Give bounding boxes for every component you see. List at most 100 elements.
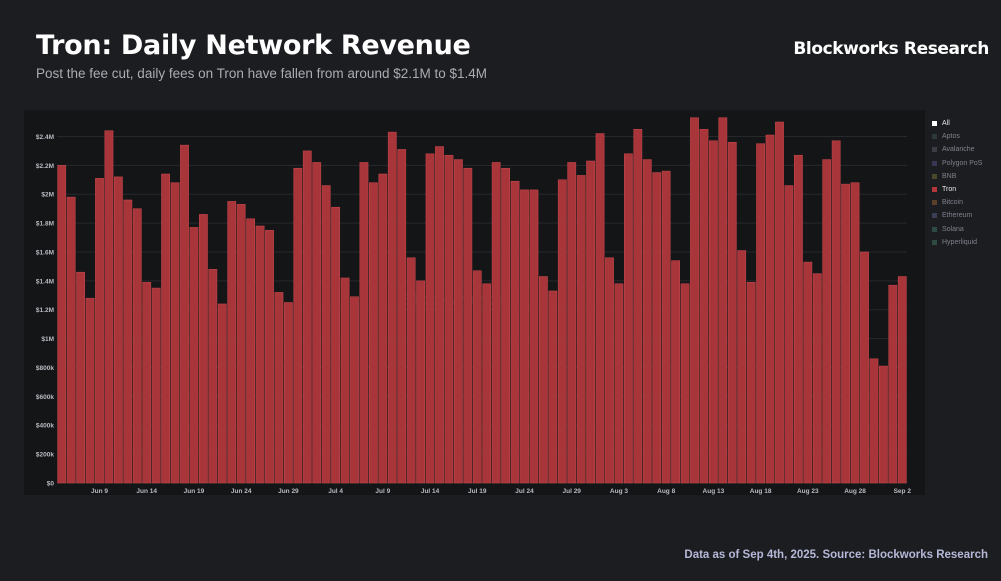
- legend-item-avalanche[interactable]: Avalanche: [932, 143, 998, 156]
- y-tick-label: $1.4M: [36, 278, 54, 285]
- bar-aug-14: [718, 117, 728, 484]
- chart-legend: All Aptos Avalanche Polygon PoS BNB Tron Bitco…: [932, 117, 998, 249]
- bar-jul-17: [454, 159, 463, 484]
- bar-sep-2: [897, 276, 907, 484]
- bar-jun-6: [66, 196, 76, 484]
- bar-jul-6: [350, 296, 359, 484]
- bar-jun-19: [189, 227, 199, 484]
- legend-item-solana[interactable]: Solana: [932, 223, 998, 236]
- bar-sep-1: [888, 284, 898, 484]
- y-tick-label: $200k: [36, 452, 54, 459]
- bar-jun-5: [57, 165, 67, 484]
- legend-swatch: [932, 213, 937, 219]
- x-tick-label: Jun 24: [231, 488, 252, 495]
- bar-jun-27: [265, 230, 274, 484]
- bar-aug-12: [699, 128, 709, 484]
- bar-jun-28: [274, 292, 284, 484]
- bar-jun-29: [284, 302, 293, 484]
- legend-label: All: [942, 120, 950, 128]
- bar-jul-1: [302, 150, 312, 484]
- bar-jul-23: [510, 180, 520, 484]
- bar-jun-30: [293, 167, 303, 484]
- bar-aug-21: [784, 185, 794, 484]
- y-tick-label: $800k: [36, 365, 54, 372]
- bar-jun-26: [255, 225, 265, 484]
- bar-aug-30: [869, 358, 879, 484]
- legend-swatch: [932, 187, 937, 193]
- bar-jun-14: [142, 282, 152, 484]
- legend-label: Solana: [942, 225, 964, 233]
- x-tick-label: Aug 28: [844, 488, 866, 495]
- bar-jul-24: [520, 189, 529, 484]
- bar-jul-13: [416, 280, 425, 484]
- bar-aug-23: [803, 261, 813, 484]
- legend-label: Hyperliquid: [942, 238, 978, 246]
- bar-aug-18: [756, 143, 765, 484]
- x-tick-label: Jun 9: [91, 488, 108, 495]
- bar-jun-23: [227, 201, 237, 484]
- bar-aug-20: [775, 121, 784, 484]
- legend-item-polygon-pos[interactable]: Polygon PoS: [932, 157, 998, 170]
- bar-jul-10: [387, 131, 397, 484]
- legend-label: Bitcoin: [942, 199, 964, 207]
- bar-aug-28: [850, 182, 860, 484]
- x-tick-label: Aug 23: [797, 488, 819, 495]
- bar-jul-12: [406, 257, 416, 484]
- x-tick-label: Sep 2: [894, 488, 912, 495]
- bar-aug-7: [652, 172, 662, 484]
- legend-item-all[interactable]: All: [932, 117, 998, 130]
- legend-item-aptos[interactable]: Aptos: [932, 130, 998, 143]
- legend-item-hyperliquid[interactable]: Hyperliquid: [932, 236, 998, 249]
- legend-item-tron[interactable]: Tron: [932, 183, 998, 196]
- bar-jul-2: [312, 162, 322, 484]
- x-tick-label: Aug 18: [750, 488, 772, 495]
- bar-jul-4: [331, 206, 340, 484]
- bar-jul-14: [425, 153, 435, 484]
- bar-aug-25: [822, 159, 832, 484]
- legend-label: BNB: [942, 172, 957, 180]
- bar-jul-9: [378, 173, 388, 484]
- bar-jun-21: [208, 269, 218, 484]
- legend-swatch: [932, 239, 937, 245]
- bar-jul-21: [491, 162, 501, 484]
- bar-jun-25: [246, 218, 255, 484]
- x-tick-label: Aug 3: [610, 488, 628, 495]
- legend-item-bnb[interactable]: BNB: [932, 170, 998, 183]
- bar-jun-24: [236, 204, 246, 484]
- bar-aug-27: [841, 183, 850, 484]
- bar-aug-31: [879, 365, 888, 484]
- bar-jun-9: [95, 178, 104, 484]
- bar-aug-17: [746, 282, 756, 484]
- bar-jun-16: [161, 173, 170, 484]
- bar-aug-19: [765, 134, 775, 484]
- y-tick-label: $1.8M: [36, 221, 54, 228]
- brand-logo: Blockworks Research: [793, 39, 989, 59]
- legend-item-bitcoin[interactable]: Bitcoin: [932, 196, 998, 209]
- legend-item-ethereum[interactable]: Ethereum: [932, 209, 998, 222]
- bar-jul-7: [359, 162, 369, 484]
- bar-aug-29: [860, 251, 869, 484]
- bar-jul-18: [463, 167, 473, 484]
- bar-jul-28: [557, 179, 567, 484]
- y-tick-label: $400k: [36, 423, 54, 430]
- bar-jul-30: [576, 175, 586, 484]
- bar-jun-20: [199, 214, 208, 484]
- legend-swatch: [932, 200, 937, 206]
- y-tick-label: $2.2M: [36, 163, 54, 170]
- y-tick-label: $1M: [41, 336, 54, 343]
- bar-jun-13: [132, 208, 142, 484]
- legend-swatch: [932, 173, 937, 179]
- bar-aug-5: [633, 128, 643, 484]
- bar-jun-12: [123, 199, 133, 484]
- x-tick-label: Jul 4: [328, 488, 343, 495]
- bar-aug-15: [727, 141, 737, 484]
- x-tick-label: Aug 8: [657, 488, 675, 495]
- bar-aug-3: [614, 283, 624, 484]
- bar-aug-6: [642, 159, 652, 484]
- legend-swatch: [932, 160, 937, 166]
- bar-jun-18: [180, 144, 189, 484]
- legend-label: Aptos: [942, 133, 960, 141]
- y-tick-label: $1.6M: [36, 249, 54, 256]
- y-tick-label: $600k: [36, 394, 54, 401]
- x-tick-label: Jul 9: [375, 488, 390, 495]
